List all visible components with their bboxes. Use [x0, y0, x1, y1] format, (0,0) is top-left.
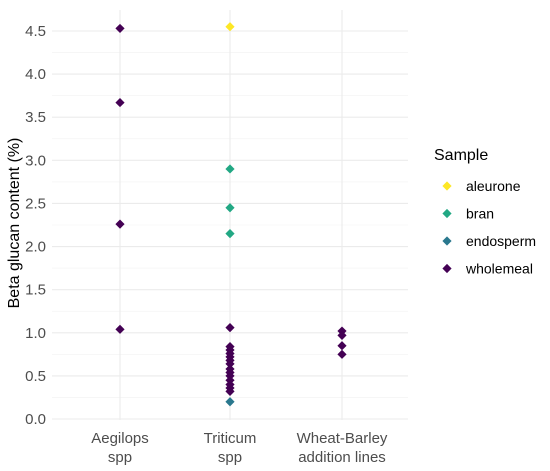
- legend: Sample aleurone bran endosperm wholemeal: [434, 147, 536, 277]
- data-point-wholemeal: [115, 324, 125, 334]
- y-tick-label: 0.0: [25, 411, 46, 428]
- legend-key-bran: [442, 208, 452, 219]
- legend-label-aleurone: aleurone: [466, 178, 521, 194]
- data-point-wholemeal: [115, 23, 125, 34]
- y-tick-label: 4.5: [25, 23, 46, 40]
- data-point-bran: [225, 203, 235, 213]
- y-tick-label: 1.0: [25, 325, 46, 342]
- y-tick-label: 1.5: [25, 282, 46, 299]
- data-point-wholemeal: [337, 349, 347, 359]
- data-point-wholemeal: [115, 219, 125, 229]
- data-points: [115, 22, 347, 407]
- data-point-wholemeal: [337, 341, 347, 351]
- data-point-wholemeal: [225, 359, 235, 369]
- legend-label-bran: bran: [466, 206, 494, 222]
- y-axis-ticks: 0.0 0.5 1.0 1.5 2.0 2.5 3.0 3.5 4.0 4.5: [25, 23, 46, 428]
- data-point-wholemeal: [225, 386, 235, 397]
- legend-key-wholemeal: [442, 263, 452, 274]
- y-tick-label: 2.0: [25, 239, 46, 256]
- y-axis-title: Beta glucan content (%): [6, 138, 23, 309]
- legend-label-wholemeal: wholemeal: [465, 261, 533, 277]
- y-tick-label: 4.0: [25, 66, 46, 83]
- data-point-aleurone: [225, 22, 235, 32]
- data-point-bran: [225, 229, 235, 239]
- data-point-wholemeal: [337, 330, 347, 340]
- x-tick-label: Wheat-Barley: [297, 430, 388, 447]
- legend-key-aleurone: [442, 181, 452, 191]
- x-tick-label: Triticum: [204, 430, 257, 447]
- data-point-wholemeal: [115, 97, 125, 108]
- data-point-bran: [225, 164, 235, 174]
- x-tick-label: Aegilops: [91, 430, 149, 447]
- y-tick-label: 3.0: [25, 152, 46, 169]
- x-axis-ticks: Aegilops spp Triticum spp Wheat-Barley additi…: [91, 430, 388, 466]
- y-tick-label: 3.5: [25, 109, 46, 126]
- x-tick-label: spp: [218, 449, 242, 466]
- legend-entries: aleurone bran endosperm wholemeal: [442, 178, 536, 277]
- legend-label-endosperm: endosperm: [466, 233, 536, 249]
- y-tick-label: 2.5: [25, 195, 46, 212]
- data-point-wholemeal: [225, 323, 235, 333]
- x-tick-label: addition lines: [298, 449, 386, 466]
- legend-key-endosperm: [442, 236, 452, 246]
- data-point-endosperm: [225, 397, 235, 407]
- x-tick-label: spp: [108, 449, 132, 466]
- y-tick-label: 0.5: [25, 368, 46, 385]
- legend-title: Sample: [434, 147, 488, 164]
